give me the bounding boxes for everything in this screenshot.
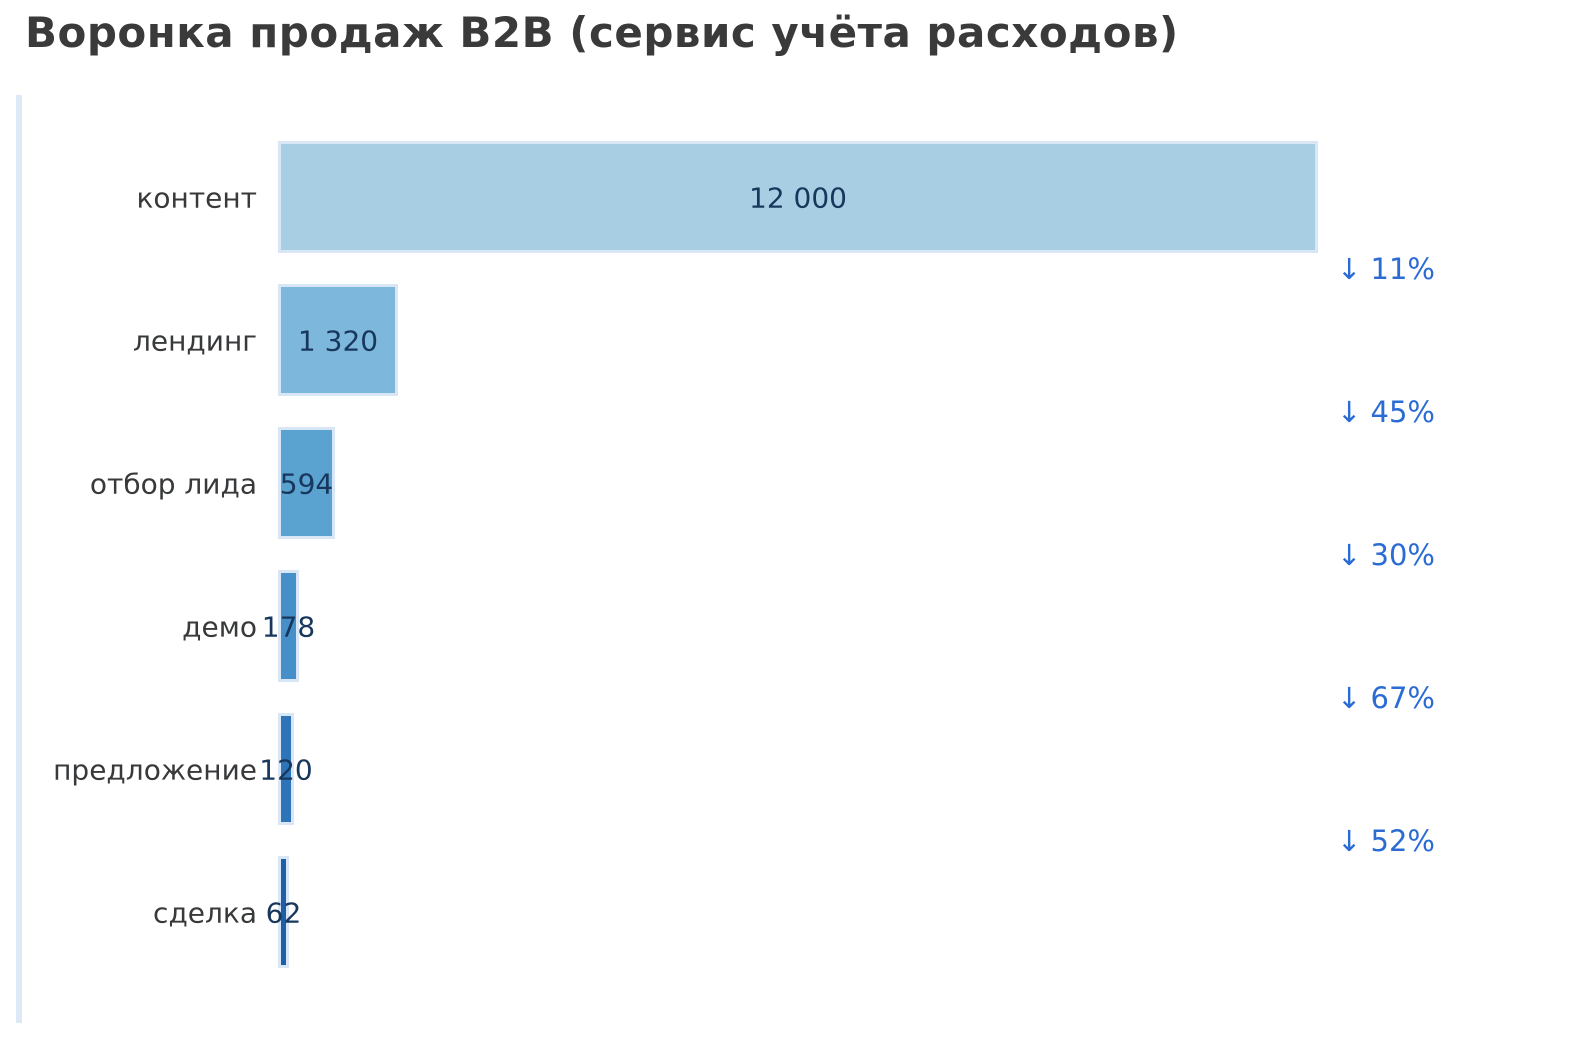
stage-label: демо <box>182 610 257 643</box>
stage-value: 12 000 <box>749 181 847 214</box>
conversion-label: ↓ 30% <box>1337 538 1435 572</box>
funnel-row: отбор лида 594 <box>0 412 1589 555</box>
funnel-row: лендинг 1 320 <box>0 269 1589 412</box>
funnel-bar <box>278 856 289 968</box>
funnel-row: контент 12 000 <box>0 126 1589 269</box>
conversion-label: ↓ 67% <box>1337 681 1435 715</box>
stage-label: контент <box>136 181 257 214</box>
funnel-chart: контент 12 000 лендинг 1 320 отбор лида 594 де… <box>0 95 1589 1025</box>
stage-value: 178 <box>261 610 316 643</box>
y-axis-strip <box>16 95 22 1023</box>
conversion-label: ↓ 11% <box>1337 252 1435 286</box>
conversion-label: ↓ 45% <box>1337 395 1435 429</box>
funnel-bar <box>278 284 398 396</box>
funnel-row: демо 178 <box>0 555 1589 698</box>
stage-label: предложение <box>53 753 257 786</box>
funnel-bar <box>278 570 299 682</box>
stage-value: 1 320 <box>297 324 379 357</box>
stage-label: отбор лида <box>89 467 257 500</box>
funnel-rows: контент 12 000 лендинг 1 320 отбор лида 594 де… <box>0 126 1589 984</box>
funnel-row: предложение 120 <box>0 698 1589 841</box>
stage-value: 594 <box>279 467 334 500</box>
stage-label: сделка <box>153 896 257 929</box>
funnel-bar <box>278 713 294 825</box>
stage-value: 62 <box>265 896 302 929</box>
chart-title: Воронка продаж B2B (сервис учёта расходо… <box>25 8 1179 57</box>
conversion-label: ↓ 52% <box>1337 824 1435 858</box>
stage-value: 120 <box>259 753 313 786</box>
funnel-bar <box>278 141 1318 253</box>
funnel-row: сделка 62 <box>0 841 1589 984</box>
funnel-bar <box>278 427 335 539</box>
stage-label: лендинг <box>132 324 257 357</box>
